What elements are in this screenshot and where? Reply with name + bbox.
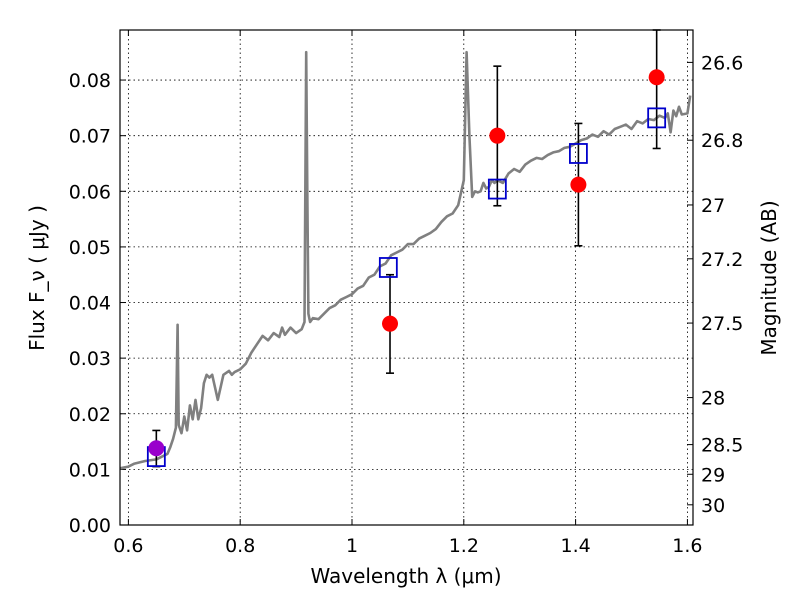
model-point-square — [378, 257, 398, 278]
plot-frame — [119, 29, 694, 526]
y-tick-label: 0.00 — [69, 515, 111, 537]
model-point-square — [647, 107, 667, 129]
y-tick-label: 0.01 — [69, 459, 111, 481]
y-tick-label: 0.06 — [69, 181, 111, 203]
magnitude-tick-labels: 26.6 26.8 27 27.2 27.5 28 28.5 29 30 — [701, 52, 743, 516]
tick-layer — [120, 30, 693, 526]
mag-tick-label: 28 — [701, 388, 725, 410]
observed-point — [489, 127, 506, 144]
y-tick-label: 0.07 — [69, 126, 111, 148]
x-tick-label: 1.6 — [672, 535, 702, 557]
right-axis-title: Magnitude (AB) — [757, 200, 781, 355]
y-tick-labels: 0.00 0.01 0.02 0.03 0.04 0.05 0.06 0.07 0.08 — [69, 70, 111, 537]
y-tick-label: 0.05 — [69, 237, 111, 259]
model-point-square — [487, 178, 507, 200]
model-points-layer — [146, 107, 667, 467]
x-tick-label: 1.4 — [560, 535, 590, 557]
y-tick-label: 0.02 — [69, 404, 111, 426]
x-axis-title: Wavelength λ (μm) — [310, 564, 501, 588]
spectrum-layer — [119, 50, 692, 470]
observed-point — [570, 176, 587, 193]
mag-tick-label: 27.2 — [701, 249, 743, 271]
mag-tick-label: 26.6 — [701, 52, 743, 74]
x-tick-label: 1 — [346, 535, 358, 557]
y-tick-label: 0.04 — [69, 293, 111, 315]
mag-tick-label: 26.8 — [701, 130, 743, 152]
mag-tick-label: 30 — [701, 495, 725, 517]
observed-point — [148, 440, 165, 457]
mag-tick-label: 28.5 — [701, 435, 743, 457]
x-tick-label: 0.8 — [225, 535, 255, 557]
errorbar-layer — [152, 29, 661, 468]
mag-tick-label: 27 — [701, 195, 725, 217]
mag-tick-label: 29 — [701, 464, 725, 486]
x-tick-label: 1.2 — [449, 535, 479, 557]
model-point-square — [569, 143, 588, 164]
observed-point — [648, 69, 665, 86]
y-tick-label: 0.08 — [69, 70, 111, 92]
x-tick-label: 0.6 — [113, 535, 143, 557]
observed-points-layer — [148, 69, 665, 457]
grid-layer — [120, 30, 693, 525]
spectrum-line — [119, 50, 692, 470]
y-tick-label: 0.03 — [69, 348, 111, 370]
observed-point — [382, 315, 399, 332]
x-tick-labels: 0.6 0.8 1 1.2 1.4 1.6 — [113, 535, 702, 557]
y-axis-title: Flux F_ν ( μJy ) — [25, 205, 49, 351]
mag-tick-label: 27.5 — [701, 313, 743, 335]
